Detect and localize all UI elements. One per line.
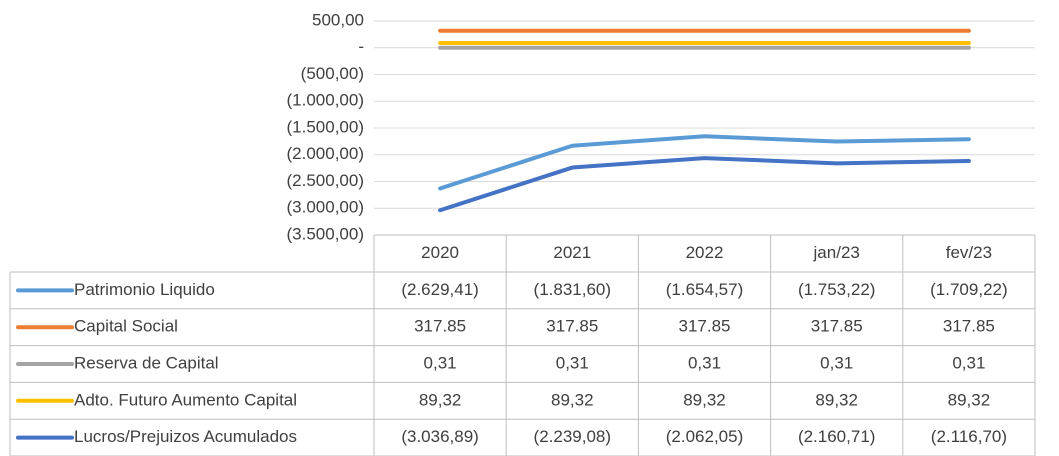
- table-cell: 317.85: [414, 317, 466, 336]
- y-tick-label: (2.500,00): [287, 171, 365, 190]
- table-cell: (1.654,57): [666, 280, 744, 299]
- x-tick-label: 2020: [421, 243, 459, 262]
- x-tick-label: 2022: [686, 243, 724, 262]
- legend-label: Reserva de Capital: [74, 353, 219, 372]
- table-cell: (2.239,08): [534, 427, 612, 446]
- legend-label: Lucros/Prejuizos Acumulados: [74, 427, 297, 446]
- legend-label: Capital Social: [74, 317, 178, 336]
- table-cell: 89,32: [948, 390, 991, 409]
- table-cell: 89,32: [683, 390, 726, 409]
- table-cell: 0,31: [556, 353, 589, 372]
- y-tick-label: -: [358, 37, 364, 56]
- table-cell: 317.85: [546, 317, 598, 336]
- table-cell: 317.85: [943, 317, 995, 336]
- table-cell: 89,32: [419, 390, 462, 409]
- x-tick-label: 2021: [553, 243, 591, 262]
- series-line: [438, 134, 971, 191]
- legend-label: Adto. Futuro Aumento Capital: [74, 390, 297, 409]
- y-tick-label: (3.500,00): [287, 224, 365, 243]
- table-cell: (2.629,41): [401, 280, 479, 299]
- table-cell: (1.709,22): [930, 280, 1008, 299]
- table-cell: (2.062,05): [666, 427, 744, 446]
- table-cell: (1.753,22): [798, 280, 876, 299]
- y-tick-label: (2.000,00): [287, 144, 365, 163]
- table-cell: 0,31: [820, 353, 853, 372]
- table-cell: 0,31: [424, 353, 457, 372]
- table-cell: 89,32: [815, 390, 858, 409]
- y-tick-label: (1.500,00): [287, 117, 365, 136]
- table-cell: (1.831,60): [534, 280, 612, 299]
- table-cell: 0,31: [688, 353, 721, 372]
- legend-label: Patrimonio Liquido: [74, 280, 215, 299]
- table-cell: 317.85: [679, 317, 731, 336]
- x-tick-label: jan/23: [813, 243, 860, 262]
- table-cell: (2.116,70): [931, 427, 1007, 446]
- y-tick-label: (3.000,00): [287, 198, 365, 217]
- table-cell: (2.160,71): [798, 427, 876, 446]
- series-line: [438, 156, 971, 213]
- table-cell: 0,31: [952, 353, 985, 372]
- table-cell: 89,32: [551, 390, 594, 409]
- table-cell: (3.036,89): [401, 427, 479, 446]
- y-tick-label: 500,00: [312, 10, 364, 29]
- table-cell: 317.85: [811, 317, 863, 336]
- y-tick-label: (1.000,00): [287, 91, 365, 110]
- y-tick-label: (500,00): [301, 64, 364, 83]
- x-tick-label: fev/23: [946, 243, 992, 262]
